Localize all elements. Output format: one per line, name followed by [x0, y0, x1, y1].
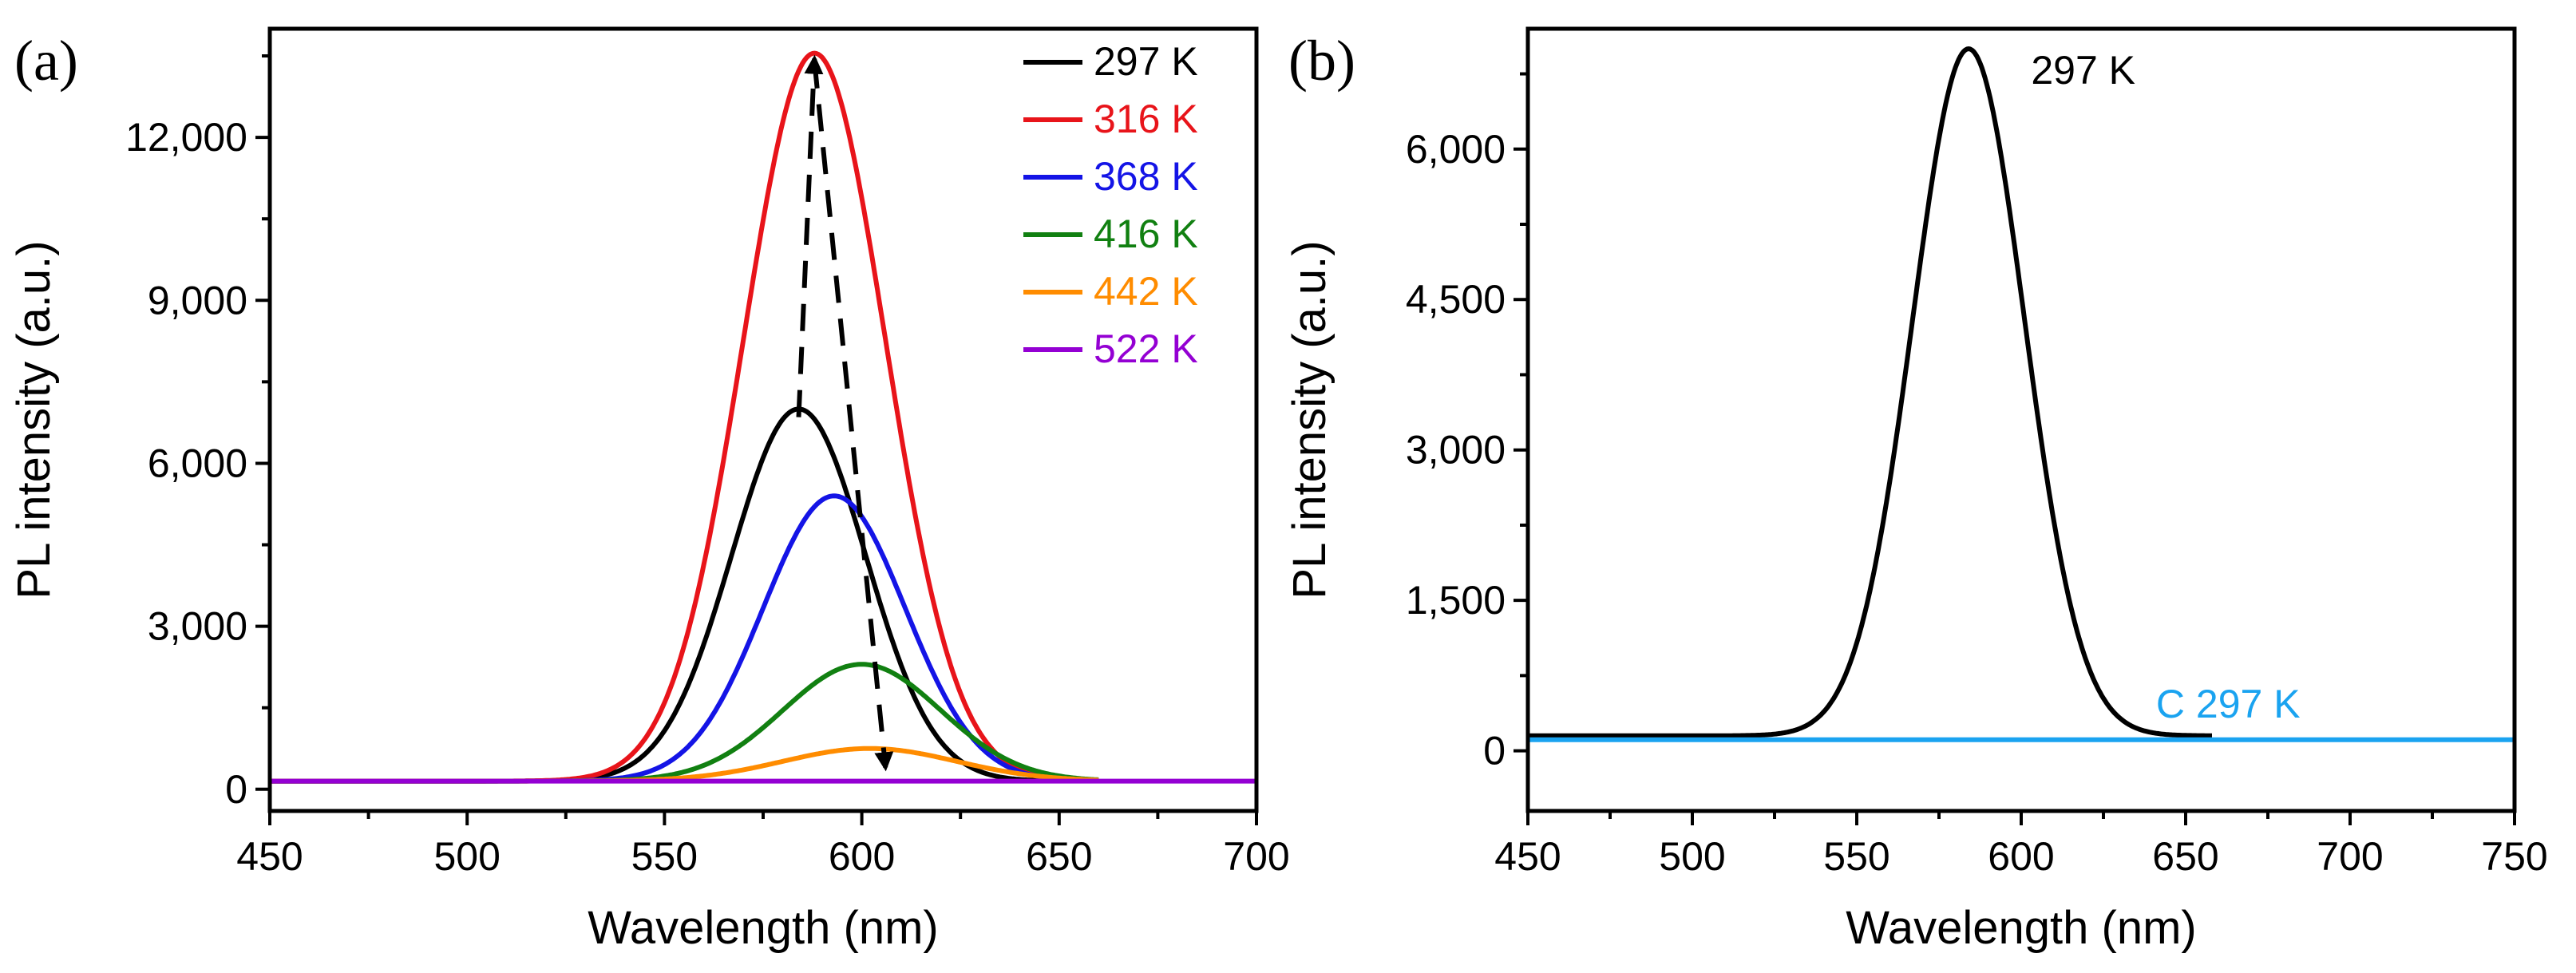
- x-tick-label: 600: [1988, 834, 2054, 879]
- x-tick-label: 650: [2152, 834, 2218, 879]
- panel-a-plot-frame: [267, 26, 1259, 813]
- x-tick-label: 550: [631, 834, 698, 879]
- trend-arrow: [796, 54, 824, 417]
- series-line-316-k: [269, 50, 1099, 784]
- legend-entry-label: 416 K: [1094, 212, 1198, 256]
- y-tick-label: 3,000: [1406, 428, 1506, 473]
- y-tick-label: 12,000: [125, 115, 247, 160]
- y-tick-label: 4,500: [1406, 277, 1506, 322]
- panel-a-x-axis-title: Wavelength (nm): [588, 902, 938, 954]
- panel-a-series: [269, 50, 1257, 784]
- panel-b: (b) 450 500 550 600 650 700 750 0 1,500 3,000 4,50…: [1284, 26, 2548, 954]
- annotation-label: C 297 K: [2156, 682, 2301, 726]
- panel-a-legend: 297 K 316 K 368 K 416 K 442 K 522 K: [1023, 39, 1198, 371]
- y-tick-label: 6,000: [148, 441, 247, 485]
- legend-entry-label: 442 K: [1094, 269, 1198, 314]
- trend-arrow: [812, 61, 894, 772]
- panel-b-annotations: 297 K C 297 K: [2031, 48, 2300, 726]
- x-tick-label: 500: [1659, 834, 1725, 879]
- panel-b-x-axis-title: Wavelength (nm): [1846, 902, 2196, 954]
- series-line-297-k: [1527, 46, 2213, 738]
- x-tick-label: 450: [1494, 834, 1561, 879]
- x-tick-label: 450: [236, 834, 303, 879]
- x-tick-label: 750: [2481, 834, 2547, 879]
- panel-a-label: (a): [14, 29, 78, 93]
- panel-b-label: (b): [1288, 29, 1355, 93]
- x-tick-label: 700: [2317, 834, 2383, 879]
- x-tick-label: 500: [433, 834, 500, 879]
- legend-entry-label: 522 K: [1094, 326, 1198, 371]
- panel-a-ticks: 450 500 550 600 650 700 0 3,000 6,000 9,000 12,000: [125, 54, 1290, 879]
- x-tick-label: 650: [1026, 834, 1092, 879]
- x-tick-label: 700: [1223, 834, 1289, 879]
- panel-b-series: [1527, 46, 2515, 742]
- legend-entry-label: 297 K: [1094, 39, 1198, 84]
- y-tick-label: 1,500: [1406, 578, 1506, 623]
- x-tick-label: 600: [829, 834, 895, 879]
- panel-a: (a) 450 500 550 600 650 700 0 3,000 6,000 9,000 12…: [8, 26, 1290, 954]
- annotation-label: 297 K: [2031, 48, 2135, 93]
- panel-b-y-axis-title: PL intensity (a.u.): [1284, 240, 1335, 599]
- y-tick-label: 3,000: [148, 604, 247, 649]
- y-tick-label: 0: [1483, 729, 1506, 773]
- panel-a-arrows: [796, 54, 894, 772]
- x-tick-label: 550: [1823, 834, 1889, 879]
- panel-a-y-axis-title: PL intensity (a.u.): [8, 240, 60, 599]
- panel-b-ticks: 450 500 550 600 650 700 750 0 1,500 3,000 4,500 6,0…: [1406, 72, 2548, 879]
- y-tick-label: 9,000: [148, 278, 247, 322]
- y-tick-label: 6,000: [1406, 127, 1506, 172]
- legend-entry-label: 368 K: [1094, 154, 1198, 199]
- panel-b-plot-frame: [1525, 26, 2517, 813]
- legend-entry-label: 316 K: [1094, 97, 1198, 141]
- y-tick-label: 0: [225, 767, 247, 812]
